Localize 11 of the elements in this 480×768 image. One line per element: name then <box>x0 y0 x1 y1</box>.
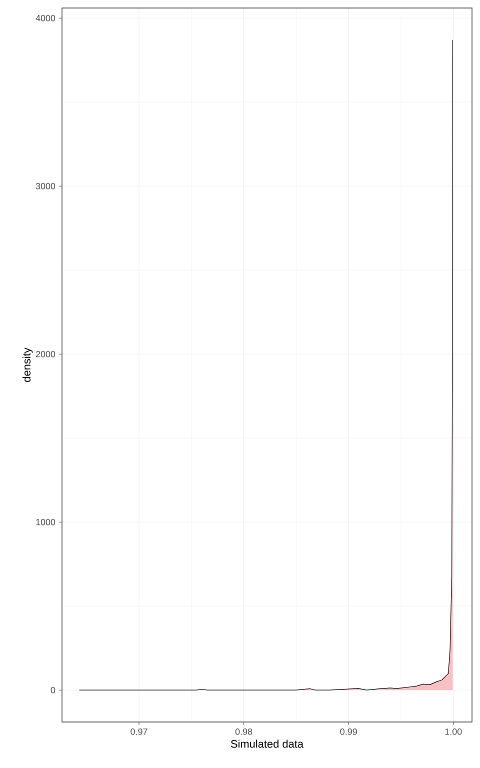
y-tick-label: 3000 <box>36 182 56 190</box>
x-tick-label: 0.98 <box>235 728 252 735</box>
x-tick-label: 1.00 <box>445 728 462 735</box>
x-tick-label: 0.99 <box>340 728 357 735</box>
y-tick-label: 4000 <box>36 14 56 22</box>
y-axis-title: density <box>22 348 33 382</box>
y-tick-label: 2000 <box>36 350 56 358</box>
x-tick-label: 0.97 <box>130 728 148 735</box>
y-tick-label: 1000 <box>36 518 56 526</box>
y-tick-label: 0 <box>50 686 56 694</box>
x-axis-title: Simulated data <box>230 740 304 748</box>
